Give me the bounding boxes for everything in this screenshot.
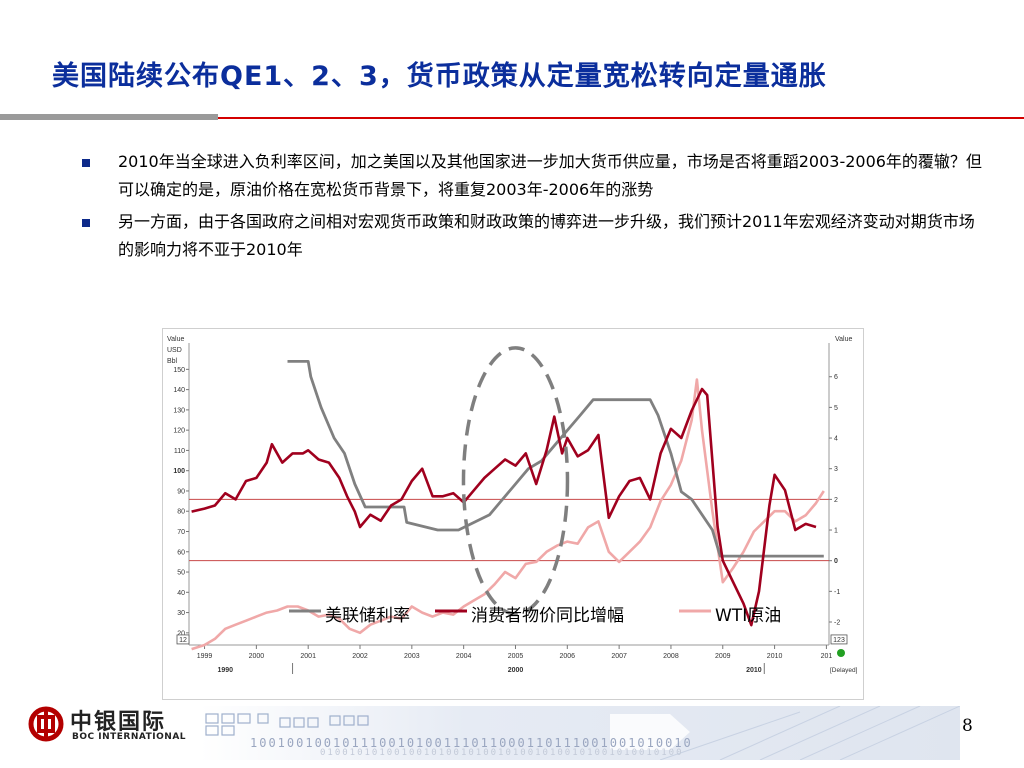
left-axis-header: USD <box>167 347 182 354</box>
x-tick-label: 2001 <box>300 653 316 660</box>
right-axis-badge <box>830 634 848 645</box>
x-tick-label: 2000 <box>249 653 265 660</box>
page-number: 8 <box>962 716 973 736</box>
left-tick-label: 90 <box>177 488 185 495</box>
x-tick-label: 2010 <box>767 653 783 660</box>
x-tick-label: 2009 <box>715 653 731 660</box>
company-logo: 中银国际 BOC INTERNATIONAL <box>28 706 218 746</box>
binary-text-faint: 0100101010010010100101001010010100101001… <box>320 748 684 758</box>
x-tick-label: 2007 <box>611 653 627 660</box>
footer-pattern <box>200 706 960 760</box>
legend-label: 美联储利率 <box>325 606 410 626</box>
left-axis-header: Value <box>167 336 184 343</box>
x-tick-label: 201 <box>821 653 833 660</box>
x-tick-label: 1999 <box>197 653 213 660</box>
bullet-square-icon <box>82 219 90 227</box>
logo-chinese-name: 中银国际 <box>70 709 167 735</box>
right-tick-label: 4 <box>834 436 838 443</box>
x-tick-label: 2004 <box>456 653 472 660</box>
right-tick-label: 6 <box>834 374 838 381</box>
bullet-text: 2010年当全球进入负利率区间，加之美国以及其他国家进一步加大货币供应量，市场是… <box>118 152 982 199</box>
legend-label: 消费者物价同比增幅 <box>471 606 624 626</box>
logo-english-name: BOC INTERNATIONAL <box>72 732 187 742</box>
binary-text: 1001001001011100101001110110001101110010… <box>250 736 693 750</box>
period-label: 2010 <box>746 667 762 674</box>
chart-svg: ValueUSDBblValue203040506070809010011012… <box>167 336 858 674</box>
left-tick-label: 130 <box>173 407 185 414</box>
left-tick-label: 110 <box>174 448 185 455</box>
right-tick-label: -1 <box>834 589 840 596</box>
x-tick-label: 2005 <box>508 653 524 660</box>
highlight-ellipse <box>461 346 570 616</box>
left-axis-header: Bbl <box>167 358 178 365</box>
title-divider <box>0 110 1024 120</box>
left-tick-label: 20 <box>177 630 185 637</box>
right-tick-label: 5 <box>834 405 838 412</box>
left-tick-label: 120 <box>173 428 185 435</box>
left-tick-label: 60 <box>177 549 185 556</box>
boc-logo-icon <box>28 706 64 742</box>
bullet-item: 2010年当全球进入负利率区间，加之美国以及其他国家进一步加大货币供应量，市场是… <box>82 148 987 204</box>
period-label: 2000 <box>508 667 524 674</box>
x-tick-label: 2008 <box>663 653 679 660</box>
series-line <box>287 360 824 558</box>
left-tick-label: 140 <box>173 387 185 394</box>
series-line <box>191 378 825 651</box>
x-tick-label: 2006 <box>560 653 576 660</box>
legend-label: WTI原油 <box>715 606 781 626</box>
left-axis-badge <box>176 634 190 645</box>
delayed-label: [Delayed] <box>830 667 858 674</box>
left-tick-label: 150 <box>173 367 185 374</box>
right-tick-label: 0 <box>834 558 838 565</box>
bullet-list: 2010年当全球进入负利率区间，加之美国以及其他国家进一步加大货币供应量，市场是… <box>82 148 987 268</box>
footer-decoration: 1001001001011100101001110110001101110010… <box>200 706 960 760</box>
right-tick-label: -2 <box>834 620 840 627</box>
page-title: 美国陆续公布QE1、2、3，货币政策从定量宽松转向定量通胀 <box>52 61 827 92</box>
left-tick-label: 30 <box>177 610 185 617</box>
x-tick-label: 2003 <box>404 653 420 660</box>
right-tick-label: 2 <box>834 497 838 504</box>
title-divider-red <box>218 117 1024 119</box>
right-tick-label: 3 <box>834 466 838 473</box>
x-tick-label: 2002 <box>352 653 368 660</box>
left-tick-label: 70 <box>177 529 185 536</box>
right-axis-badge-label: 123 <box>833 637 845 644</box>
left-tick-label: 50 <box>177 570 185 577</box>
right-tick-label: 1 <box>834 528 838 535</box>
bullet-item: 另一方面，由于各国政府之间相对宏观货币政策和财政政策的博弈进一步升级，我们预计2… <box>82 208 987 264</box>
period-label: 1990 <box>217 667 233 674</box>
chart-container: Value USD Bbl Value 20 30 40 50 60 70 80 90 100 110 12… <box>162 328 864 700</box>
left-tick-label: 40 <box>177 590 185 597</box>
bullet-text: 另一方面，由于各国政府之间相对宏观货币政策和财政政策的博弈进一步升级，我们预计2… <box>118 212 975 259</box>
title-divider-grey <box>0 114 218 120</box>
left-axis-badge-label: 12 <box>179 637 187 644</box>
left-tick-label: 80 <box>177 509 185 516</box>
bullet-square-icon <box>82 159 90 167</box>
left-tick-label: 100 <box>173 468 185 475</box>
status-dot-icon <box>837 649 845 657</box>
right-axis-header: Value <box>835 336 852 343</box>
series-line <box>191 387 817 627</box>
